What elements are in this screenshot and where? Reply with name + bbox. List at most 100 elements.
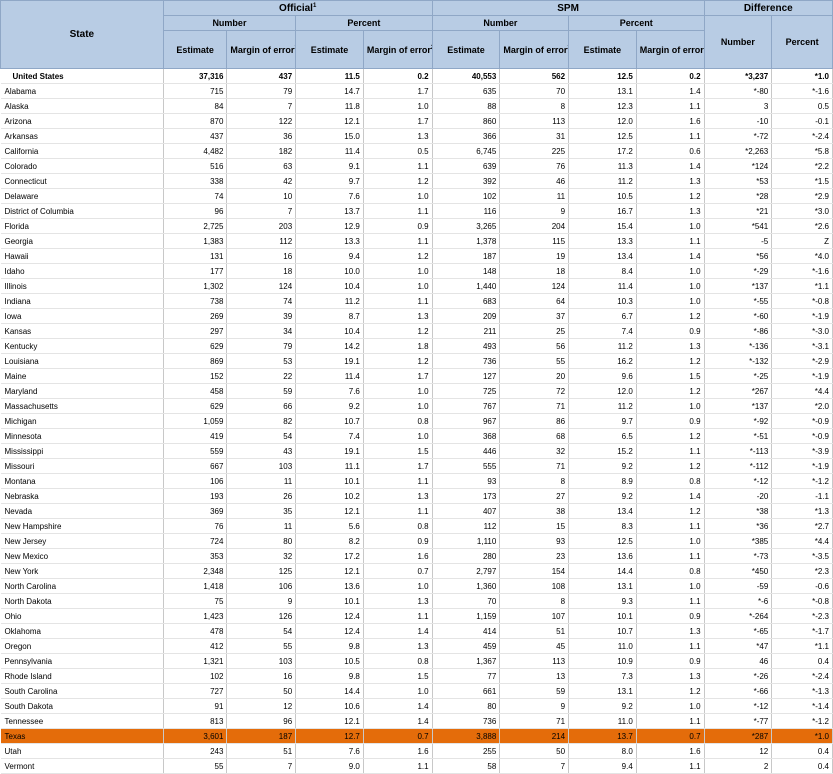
value-cell: 9.1 xyxy=(295,158,364,174)
spm-group-header: SPM xyxy=(431,0,705,16)
value-cell: 14.4 xyxy=(568,563,637,579)
value-cell: 459 xyxy=(432,638,501,654)
value-cell: 10.5 xyxy=(568,188,637,204)
value-cell: 15.4 xyxy=(568,218,637,234)
estimate-header: Estimate xyxy=(431,30,501,69)
value-cell: 71 xyxy=(499,458,570,474)
value-cell: 1.1 xyxy=(636,128,705,144)
value-cell: 1.0 xyxy=(363,578,433,594)
table-row: Idaho 177 18 10.0 1.0 148 18 8.4 1.0 *-29 *-1.6 xyxy=(0,263,833,279)
value-cell: *36 xyxy=(704,518,773,534)
value-cell: 13.3 xyxy=(295,233,364,249)
state-name-cell: Arizona xyxy=(0,113,164,129)
value-cell: 10.7 xyxy=(295,413,364,429)
value-cell: 1,423 xyxy=(163,608,228,624)
value-cell: 1,367 xyxy=(432,653,501,669)
value-cell: *-1.6 xyxy=(771,263,833,279)
value-cell: 1.8 xyxy=(363,338,433,354)
value-cell: 1.4 xyxy=(363,698,433,714)
value-cell: 53 xyxy=(226,353,297,369)
table-row: North Carolina 1,418 106 13.6 1.0 1,360 108 13.… xyxy=(0,578,833,594)
table-body: United States 37,316 437 11.5 0.2 40,553 562 12… xyxy=(0,68,833,774)
state-name-cell: Arkansas xyxy=(0,128,164,144)
value-cell: 13 xyxy=(499,668,570,684)
value-cell: 1.3 xyxy=(636,173,705,189)
value-cell: 10.1 xyxy=(295,473,364,489)
value-cell: 516 xyxy=(163,158,228,174)
value-cell: 7 xyxy=(499,758,570,774)
value-cell: 54 xyxy=(226,623,297,639)
value-cell: 25 xyxy=(499,323,570,339)
value-cell: *-1.4 xyxy=(771,698,833,714)
value-cell: 13.3 xyxy=(568,233,637,249)
value-cell: 12.5 xyxy=(568,128,637,144)
value-cell: 8.3 xyxy=(568,518,637,534)
value-cell: 27 xyxy=(499,488,570,504)
state-name-cell: South Carolina xyxy=(0,683,164,699)
value-cell: 64 xyxy=(499,293,570,309)
value-cell: 9 xyxy=(226,593,297,609)
value-cell: 7 xyxy=(226,203,297,219)
value-cell: 7 xyxy=(226,98,297,114)
table-row: Illinois 1,302 124 10.4 1.0 1,440 124 11.4 1.0 *1… xyxy=(0,278,833,294)
value-cell: 269 xyxy=(163,308,228,324)
value-cell: 76 xyxy=(163,518,228,534)
value-cell: 103 xyxy=(226,458,297,474)
value-cell: 58 xyxy=(432,758,501,774)
value-cell: 1.7 xyxy=(363,83,433,99)
value-cell: 127 xyxy=(432,368,501,384)
state-name-cell: Oregon xyxy=(0,638,164,654)
state-name-cell: Oklahoma xyxy=(0,623,164,639)
state-name-cell: Mississippi xyxy=(0,443,164,459)
value-cell: 43 xyxy=(226,443,297,459)
value-cell: 11.4 xyxy=(295,143,364,159)
value-cell: *4.4 xyxy=(771,533,833,549)
value-cell: 173 xyxy=(432,488,501,504)
value-cell: 0.8 xyxy=(363,413,433,429)
value-cell: 93 xyxy=(499,533,570,549)
value-cell: 1.1 xyxy=(636,518,705,534)
value-cell: 12.0 xyxy=(568,383,637,399)
value-cell: 9.3 xyxy=(568,593,637,609)
value-cell: 182 xyxy=(226,143,297,159)
value-cell: 1.1 xyxy=(636,98,705,114)
value-cell: *1.1 xyxy=(771,638,833,654)
value-cell: *-60 xyxy=(704,308,773,324)
value-cell: 42 xyxy=(226,173,297,189)
value-cell: *-80 xyxy=(704,83,773,99)
value-cell: 353 xyxy=(163,548,228,564)
value-cell: *2.3 xyxy=(771,563,833,579)
value-cell: 338 xyxy=(163,173,228,189)
value-cell: 1,110 xyxy=(432,533,501,549)
value-cell: 70 xyxy=(432,593,501,609)
value-cell: 1,321 xyxy=(163,653,228,669)
table-row: Oklahoma 478 54 12.4 1.4 414 51 10.7 1.3 *-65 *-1.… xyxy=(0,623,833,639)
value-cell: 15 xyxy=(499,518,570,534)
value-cell: 204 xyxy=(499,218,570,234)
value-cell: 11.0 xyxy=(568,713,637,729)
value-cell: 1.3 xyxy=(363,128,433,144)
value-cell: 635 xyxy=(432,83,501,99)
value-cell: 14.7 xyxy=(295,83,364,99)
value-cell: 9.4 xyxy=(295,248,364,264)
value-cell: 437 xyxy=(226,68,297,84)
value-cell: 9 xyxy=(499,203,570,219)
value-cell: 1.1 xyxy=(636,638,705,654)
value-cell: 10.4 xyxy=(295,323,364,339)
value-cell: 555 xyxy=(432,458,501,474)
value-cell: *-66 xyxy=(704,683,773,699)
value-cell: 629 xyxy=(163,398,228,414)
value-cell: *-3.5 xyxy=(771,548,833,564)
state-name-cell: Kansas xyxy=(0,323,164,339)
value-cell: *47 xyxy=(704,638,773,654)
table-row: Utah 243 51 7.6 1.6 255 50 8.0 1.6 12 0.4 xyxy=(0,743,833,759)
value-cell: 46 xyxy=(704,653,773,669)
value-cell: 1.5 xyxy=(636,368,705,384)
value-cell: *124 xyxy=(704,158,773,174)
value-cell: 45 xyxy=(499,638,570,654)
value-cell: 107 xyxy=(499,608,570,624)
value-cell: *-2.9 xyxy=(771,353,833,369)
value-cell: 392 xyxy=(432,173,501,189)
state-name-cell: Colorado xyxy=(0,158,164,174)
